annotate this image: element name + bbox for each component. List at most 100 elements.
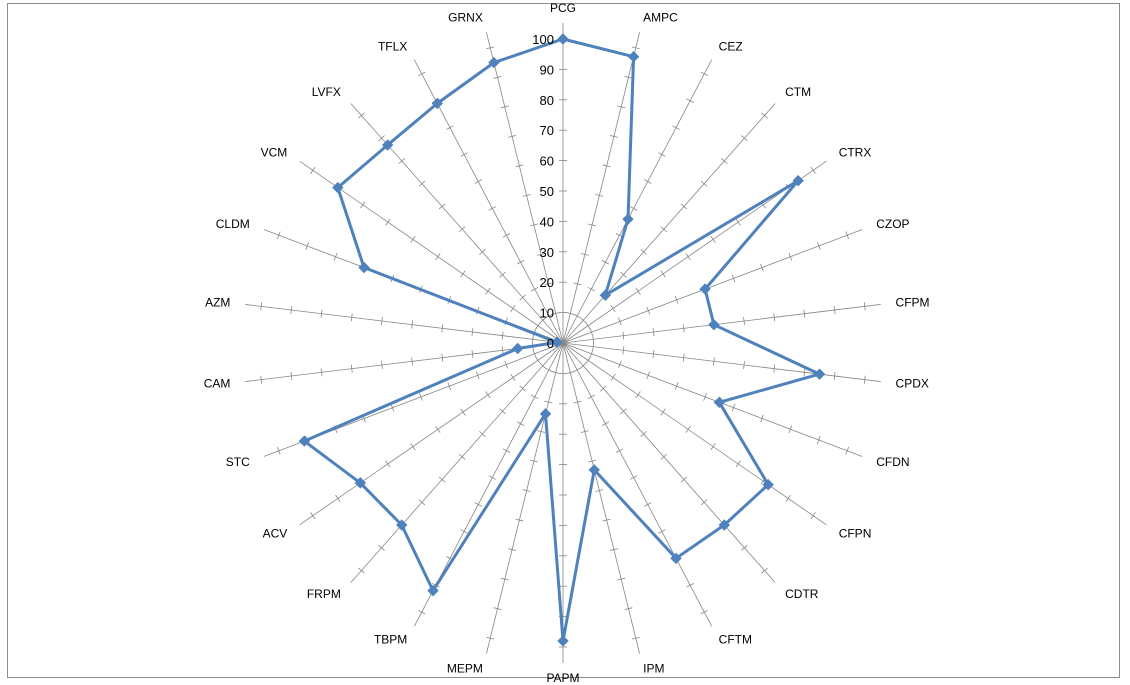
spoke-tick	[522, 194, 531, 197]
category-label: CLDM	[216, 217, 250, 231]
spoke-tick	[833, 371, 836, 380]
spoke-tick	[587, 286, 595, 292]
data-point-tbpm	[427, 584, 439, 597]
data-point-cfpn	[762, 478, 774, 491]
category-label: CFTM	[719, 633, 752, 647]
axis-tick-label: 20	[540, 275, 554, 290]
spoke-tick	[438, 476, 446, 483]
spoke-tick	[700, 71, 709, 77]
data-point-cfdn	[713, 396, 726, 408]
spoke-tick	[833, 306, 836, 315]
spoke-tick	[458, 453, 466, 460]
spoke-tick	[721, 158, 728, 164]
spoke-cfpm	[562, 304, 881, 344]
data-point-ctrx	[792, 174, 804, 187]
spoke-tick	[682, 353, 685, 362]
spoke-ctm	[562, 103, 776, 344]
spoke-tick	[660, 453, 668, 460]
spoke-tick	[502, 233, 511, 238]
spoke-tick	[475, 371, 480, 380]
spoke-tick	[566, 371, 575, 374]
spoke-tick	[658, 529, 666, 534]
spoke-tick	[411, 320, 413, 329]
axis-tick-label: 80	[540, 93, 554, 108]
data-point-cldm	[358, 261, 370, 274]
spoke-tick	[410, 235, 416, 243]
spoke-cpdx	[562, 342, 881, 382]
data-point-ctm	[599, 289, 612, 301]
spoke-tick	[622, 331, 625, 340]
spoke-tick	[680, 476, 688, 483]
spoke-tick	[761, 567, 768, 574]
data-point-vcm	[332, 181, 344, 194]
spoke-tick	[441, 353, 444, 362]
spoke-tick	[471, 327, 474, 337]
spoke-tick	[741, 135, 748, 142]
spoke-tick	[410, 443, 416, 451]
spoke-tick	[710, 443, 716, 451]
spoke-tick	[390, 403, 395, 412]
axis-tick-label: 40	[540, 214, 554, 229]
spoke-tick	[539, 317, 547, 324]
spoke-tick	[788, 252, 793, 261]
spoke-tick	[686, 98, 694, 103]
spoke-tick	[674, 295, 679, 304]
spoke-tick	[674, 382, 679, 391]
category-label: IPM	[643, 661, 664, 675]
category-label: CFDN	[876, 455, 909, 469]
spoke-tick	[817, 436, 821, 444]
spoke-tick	[652, 349, 655, 359]
spoke-tick	[335, 494, 341, 502]
category-label: CAM	[204, 376, 231, 390]
spoke-tick	[488, 206, 497, 211]
spoke-tick	[587, 394, 595, 400]
axis-tick-label: 30	[540, 245, 554, 260]
spoke-tick	[474, 502, 482, 507]
spoke-tick	[629, 475, 638, 480]
spoke-tick	[685, 253, 691, 261]
data-point-frpm	[396, 519, 408, 531]
spoke-tick	[385, 460, 391, 468]
spoke-tick	[788, 425, 793, 434]
spoke-tick	[535, 322, 541, 330]
spoke-tick	[537, 430, 546, 433]
spoke-tick	[539, 362, 547, 369]
spoke-tick	[617, 577, 626, 581]
category-label: VCM	[261, 146, 288, 160]
spoke-tick	[629, 206, 638, 211]
spoke-tick	[510, 374, 516, 382]
category-label: LVFX	[312, 85, 341, 99]
data-point-pcg	[557, 33, 569, 45]
spoke-tick	[545, 367, 553, 373]
spoke-tick	[333, 252, 338, 261]
spoke-tick	[531, 286, 539, 292]
spoke-tick	[573, 282, 582, 286]
spoke-tick	[609, 548, 618, 551]
spoke-tick	[458, 226, 466, 233]
spoke-tick	[640, 431, 647, 437]
spoke-tick	[441, 324, 444, 333]
spoke-tick	[660, 226, 668, 233]
data-point-cfpm	[708, 318, 720, 331]
axis-tick-label: 70	[540, 123, 554, 138]
category-label: CZOP	[876, 217, 909, 231]
category-label: FRPM	[307, 587, 341, 601]
spoke-tick	[519, 294, 526, 301]
spoke-tick	[600, 385, 607, 392]
spoke-vcm	[299, 160, 564, 344]
spoke-tick	[589, 349, 594, 358]
spoke-tick	[610, 374, 616, 382]
spoke-cdtr	[562, 342, 776, 583]
spoke-tick	[350, 364, 353, 373]
data-point-cez	[622, 213, 634, 225]
spoke-tick	[501, 346, 504, 355]
spoke-tick	[672, 125, 680, 130]
spoke-tick	[580, 430, 589, 433]
spoke-tick	[585, 356, 591, 364]
axis-tick-label: 0	[547, 336, 554, 351]
spoke-tick	[516, 421, 525, 426]
data-point-stc	[298, 435, 311, 447]
spoke-tick	[845, 231, 850, 240]
data-point-grnx	[488, 56, 500, 69]
spoke-tick	[381, 316, 383, 326]
